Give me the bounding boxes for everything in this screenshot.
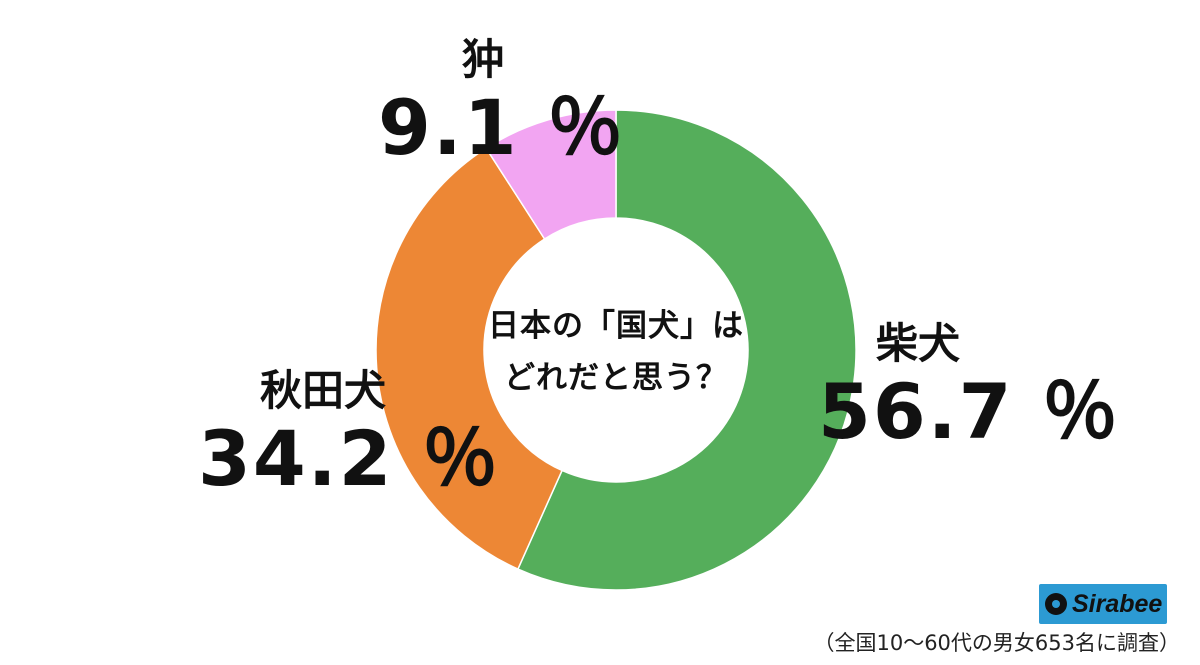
center-title-line-1: 日本の「国犬」は bbox=[488, 308, 744, 344]
sirabee-logo-text: Sirabee bbox=[1072, 589, 1163, 618]
slice-name-akita: 秋田犬 bbox=[259, 366, 386, 415]
sirabee-logo: Sirabee bbox=[1039, 584, 1167, 624]
slice-value-chin: 9.1 ％ bbox=[378, 83, 626, 172]
center-title-line-2: どれだと思う？ bbox=[504, 360, 728, 396]
donut-slice-2 bbox=[485, 109, 617, 241]
sirabee-logo-icon bbox=[1045, 593, 1067, 615]
slice-name-chin: 狆 bbox=[461, 35, 504, 84]
slice-label-chin: 狆 9.1 ％ bbox=[378, 34, 626, 172]
slice-value-shiba: 56.7 ％ bbox=[818, 367, 1120, 456]
slice-value-akita: 34.2 ％ bbox=[198, 414, 500, 503]
slice-name-shiba: 柴犬 bbox=[876, 319, 961, 368]
chart-center-title: 日本の「国犬」は どれだと思う？ bbox=[486, 300, 746, 404]
slice-label-akita: 秋田犬 34.2 ％ bbox=[198, 365, 500, 503]
slice-label-shiba: 柴犬 56.7 ％ bbox=[818, 318, 1120, 456]
donut-slice-0 bbox=[516, 109, 857, 591]
survey-footnote: （全国10〜60代の男女653名に調査） bbox=[813, 631, 1180, 655]
donut-slice-1 bbox=[375, 147, 564, 571]
